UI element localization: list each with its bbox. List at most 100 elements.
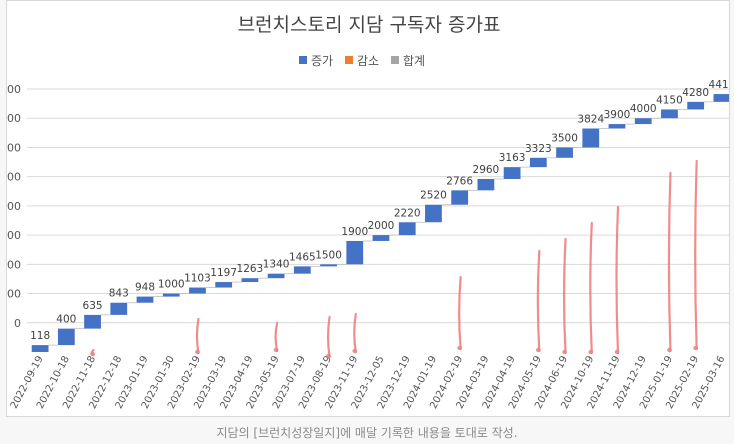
legend-label-0: 증가 xyxy=(311,54,333,68)
annotation-dot-6 xyxy=(535,347,541,353)
data-label-2022-11-18: 635 xyxy=(83,300,103,312)
annotation-stroke-9 xyxy=(615,205,620,355)
data-label-2024-12-19: 4000 xyxy=(630,103,657,115)
y-tick-label-4: 00 xyxy=(7,200,21,213)
data-label-2024-10-19: 3824 xyxy=(577,114,604,126)
y-tick-label-7: 00 xyxy=(7,288,21,301)
data-label-2023-08-19: 1500 xyxy=(315,249,342,261)
bar-2024-03-19 xyxy=(477,179,495,191)
bar-2025-03-16 xyxy=(713,94,729,102)
bar-2022-10-18 xyxy=(57,328,75,346)
y-tick-label-8: 0 xyxy=(14,317,21,330)
bar-2024-04-19 xyxy=(503,167,521,180)
annotation-stroke-2 xyxy=(274,321,279,353)
annotation-stroke-1 xyxy=(195,317,200,355)
data-label-2023-04-19: 1263 xyxy=(237,263,264,275)
data-label-2022-09-19: 118 xyxy=(30,330,50,342)
bar-2024-01-19 xyxy=(425,204,442,223)
annotation-stroke-4 xyxy=(353,312,357,354)
annotation-dot-7 xyxy=(562,349,567,355)
annotation-stroke-8 xyxy=(589,221,593,355)
bar-2023-02-19 xyxy=(189,287,206,294)
x-axis-ticks: 2022-09-192022-10-182022-11-182022-12-18… xyxy=(9,354,728,410)
annotation-dot-2 xyxy=(273,347,279,353)
bar-2023-08-19 xyxy=(320,264,337,267)
bar-2022-12-18 xyxy=(110,302,128,315)
bar-2023-12-05 xyxy=(372,235,390,241)
data-label-2024-05-19: 3323 xyxy=(525,143,552,155)
data-label-2024-06-19: 3500 xyxy=(551,132,578,144)
bar-2022-09-19 xyxy=(31,345,49,352)
data-label-2025-02-19: 4280 xyxy=(682,87,709,99)
y-tick-label-5: 00 xyxy=(7,229,21,242)
y-tick-label-6: 00 xyxy=(7,258,21,271)
y-tick-label-2: 00 xyxy=(7,141,21,154)
data-label-2023-07-19: 1465 xyxy=(289,251,316,263)
data-label-2023-03-19: 1197 xyxy=(210,267,237,279)
bar-2024-06-19 xyxy=(556,147,573,158)
bar-2024-11-19 xyxy=(608,124,626,129)
annotation-stroke-11 xyxy=(694,159,698,351)
annotation-dot-10 xyxy=(667,347,672,353)
legend-label-2: 합계 xyxy=(403,54,425,68)
annotation-dot-3 xyxy=(326,353,331,359)
bar-2023-03-19 xyxy=(215,282,233,288)
data-label-2023-12-19: 2220 xyxy=(394,207,421,219)
bar-2025-02-19 xyxy=(687,101,705,110)
annotation-stroke-5 xyxy=(458,275,462,351)
data-label-2025-03-16: 4413 xyxy=(709,79,730,91)
waterfall-chart: 브런치스토리 지담 구독자 증가표 증가 감소 합계 000000000000000… xyxy=(7,14,730,411)
legend-label-1: 감소 xyxy=(357,54,379,68)
bar-2024-10-19 xyxy=(582,128,600,148)
bar-2024-12-19 xyxy=(634,118,652,125)
annotation-dot-4 xyxy=(352,348,358,354)
legend: 증가 감소 합계 xyxy=(299,54,425,68)
bar-2022-11-18 xyxy=(84,314,101,329)
chart-caption: 지담의 [브런치성장일지]에 매달 기록한 내용을 토대로 작성. xyxy=(216,426,518,440)
chart-title: 브런치스토리 지담 구독자 증가표 xyxy=(238,14,501,36)
bar-layer xyxy=(31,94,729,352)
y-tick-label-3: 00 xyxy=(7,171,21,184)
y-tick-label-1: 00 xyxy=(7,112,21,125)
data-label-2023-11-19: 1900 xyxy=(341,226,368,238)
legend-swatch-1 xyxy=(345,56,353,64)
bar-2025-01-19 xyxy=(661,109,678,119)
data-label-2024-11-19: 3900 xyxy=(604,109,631,121)
bar-2023-01-30 xyxy=(162,293,180,297)
annotation-marks xyxy=(90,159,699,359)
annotation-stroke-3 xyxy=(326,315,331,359)
data-label-2023-02-19: 1103 xyxy=(184,273,211,285)
data-label-2024-02-19: 2766 xyxy=(446,175,473,187)
data-label-2022-10-18: 400 xyxy=(56,314,76,326)
data-label-2023-05-19: 1340 xyxy=(263,259,290,271)
annotation-dot-11 xyxy=(693,345,699,351)
legend-swatch-2 xyxy=(391,56,399,64)
annotation-dot-8 xyxy=(588,349,594,355)
data-label-2023-01-30: 1000 xyxy=(158,279,185,291)
legend-swatch-0 xyxy=(299,56,307,64)
chart-frame: 브런치스토리 지담 구독자 증가표 증가 감소 합계 00 00 00 00 00 00 00 0… xyxy=(6,0,730,417)
data-label-2022-12-18: 843 xyxy=(109,288,129,300)
data-label-2024-03-19: 2960 xyxy=(473,164,500,176)
annotation-dot-1 xyxy=(195,349,200,355)
y-tick-label-0: 00 xyxy=(7,83,21,96)
data-label-2023-12-05: 2000 xyxy=(368,220,395,232)
bar-2023-05-19 xyxy=(267,273,285,279)
bar-2023-11-19 xyxy=(346,240,364,265)
bar-2024-02-19 xyxy=(451,190,469,205)
data-label-2024-01-19: 2520 xyxy=(420,190,447,202)
annotation-dot-9 xyxy=(614,349,620,355)
annotation-stroke-10 xyxy=(667,171,672,353)
bar-2023-12-19 xyxy=(398,222,416,236)
bar-2023-07-19 xyxy=(293,266,311,274)
annotation-dot-5 xyxy=(457,345,463,351)
bar-2023-01-19 xyxy=(136,296,154,303)
annotation-dot-0 xyxy=(90,351,95,357)
annotation-stroke-7 xyxy=(562,237,567,355)
data-label-2024-04-19: 3163 xyxy=(499,152,526,164)
bar-2024-05-19 xyxy=(529,157,547,168)
data-label-2023-01-19: 948 xyxy=(135,282,155,294)
bar-2023-04-19 xyxy=(241,278,259,283)
data-label-2025-01-19: 4150 xyxy=(656,94,683,106)
